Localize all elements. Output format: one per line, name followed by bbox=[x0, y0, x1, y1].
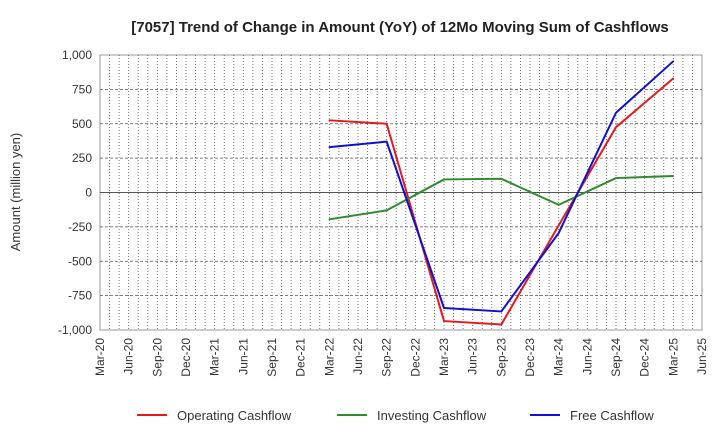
data-point bbox=[328, 218, 331, 221]
y-tick-label: 500 bbox=[72, 117, 92, 131]
data-point bbox=[615, 126, 617, 128]
y-tick-label: 250 bbox=[72, 151, 92, 165]
x-tick-label: Jun-20 bbox=[122, 338, 136, 375]
y-tick-label: -250 bbox=[68, 220, 92, 234]
legend: Operating Cashflow Investing Cashflow Free… bbox=[137, 408, 654, 423]
x-tick-label: Mar-20 bbox=[93, 338, 107, 376]
data-point bbox=[328, 119, 331, 122]
legend-label: Operating Cashflow bbox=[177, 408, 292, 423]
data-point bbox=[443, 320, 445, 322]
data-point bbox=[672, 60, 675, 62]
x-tick-label: Mar-22 bbox=[322, 338, 336, 376]
data-point bbox=[385, 122, 388, 125]
x-tick-label: Jun-24 bbox=[580, 338, 594, 375]
data-point bbox=[615, 177, 617, 179]
data-point bbox=[557, 224, 560, 227]
data-point bbox=[443, 307, 445, 309]
x-tick-label: Sep-24 bbox=[609, 338, 623, 377]
data-point bbox=[557, 232, 560, 234]
data-point bbox=[385, 140, 388, 143]
legend-label: Investing Cashflow bbox=[377, 408, 487, 423]
data-point bbox=[500, 177, 503, 180]
data-point bbox=[500, 323, 503, 326]
grid-layer bbox=[99, 54, 703, 331]
x-tick-label: Mar-23 bbox=[437, 338, 451, 376]
x-tick-label: Dec-22 bbox=[408, 338, 422, 377]
chart-title: [7057] Trend of Change in Amount (YoY) o… bbox=[131, 19, 669, 36]
x-tick-label: Mar-25 bbox=[666, 338, 680, 376]
x-tick-label: Jun-21 bbox=[236, 338, 250, 375]
y-tick-label: 750 bbox=[72, 82, 92, 96]
data-point bbox=[672, 77, 675, 80]
x-tick-label: Dec-23 bbox=[523, 338, 537, 377]
x-tick-label: Sep-21 bbox=[265, 338, 279, 377]
data-point bbox=[672, 175, 675, 177]
series-layer bbox=[328, 60, 675, 326]
data-point bbox=[443, 178, 445, 181]
data-point bbox=[615, 111, 617, 114]
x-tick-label: Dec-24 bbox=[638, 338, 652, 377]
y-axis-label: Amount (million yen) bbox=[8, 133, 23, 252]
y-tick-label: 1,000 bbox=[62, 48, 92, 62]
x-tick-label: Sep-20 bbox=[150, 338, 164, 377]
x-tick-label: Mar-21 bbox=[208, 338, 222, 376]
data-point bbox=[328, 146, 331, 148]
data-point bbox=[557, 204, 560, 206]
data-point bbox=[385, 209, 388, 212]
x-tick-label: Mar-24 bbox=[552, 338, 566, 376]
x-tick-label: Sep-22 bbox=[380, 338, 394, 377]
x-tick-label: Sep-23 bbox=[494, 338, 508, 377]
y-tick-label: -500 bbox=[68, 254, 92, 268]
y-tick-label: -750 bbox=[68, 289, 92, 303]
x-tick-label: Jun-22 bbox=[351, 338, 365, 375]
x-tick-label: Jun-25 bbox=[695, 338, 709, 375]
x-tick-label: Dec-21 bbox=[294, 338, 308, 377]
x-tick-label: Jun-23 bbox=[466, 338, 480, 375]
x-tick-label: Dec-20 bbox=[179, 338, 193, 377]
y-tick-label: 0 bbox=[85, 186, 92, 200]
data-point bbox=[500, 310, 503, 313]
y-tick-label: -1,000 bbox=[58, 323, 92, 337]
legend-label: Free Cashflow bbox=[570, 408, 654, 423]
